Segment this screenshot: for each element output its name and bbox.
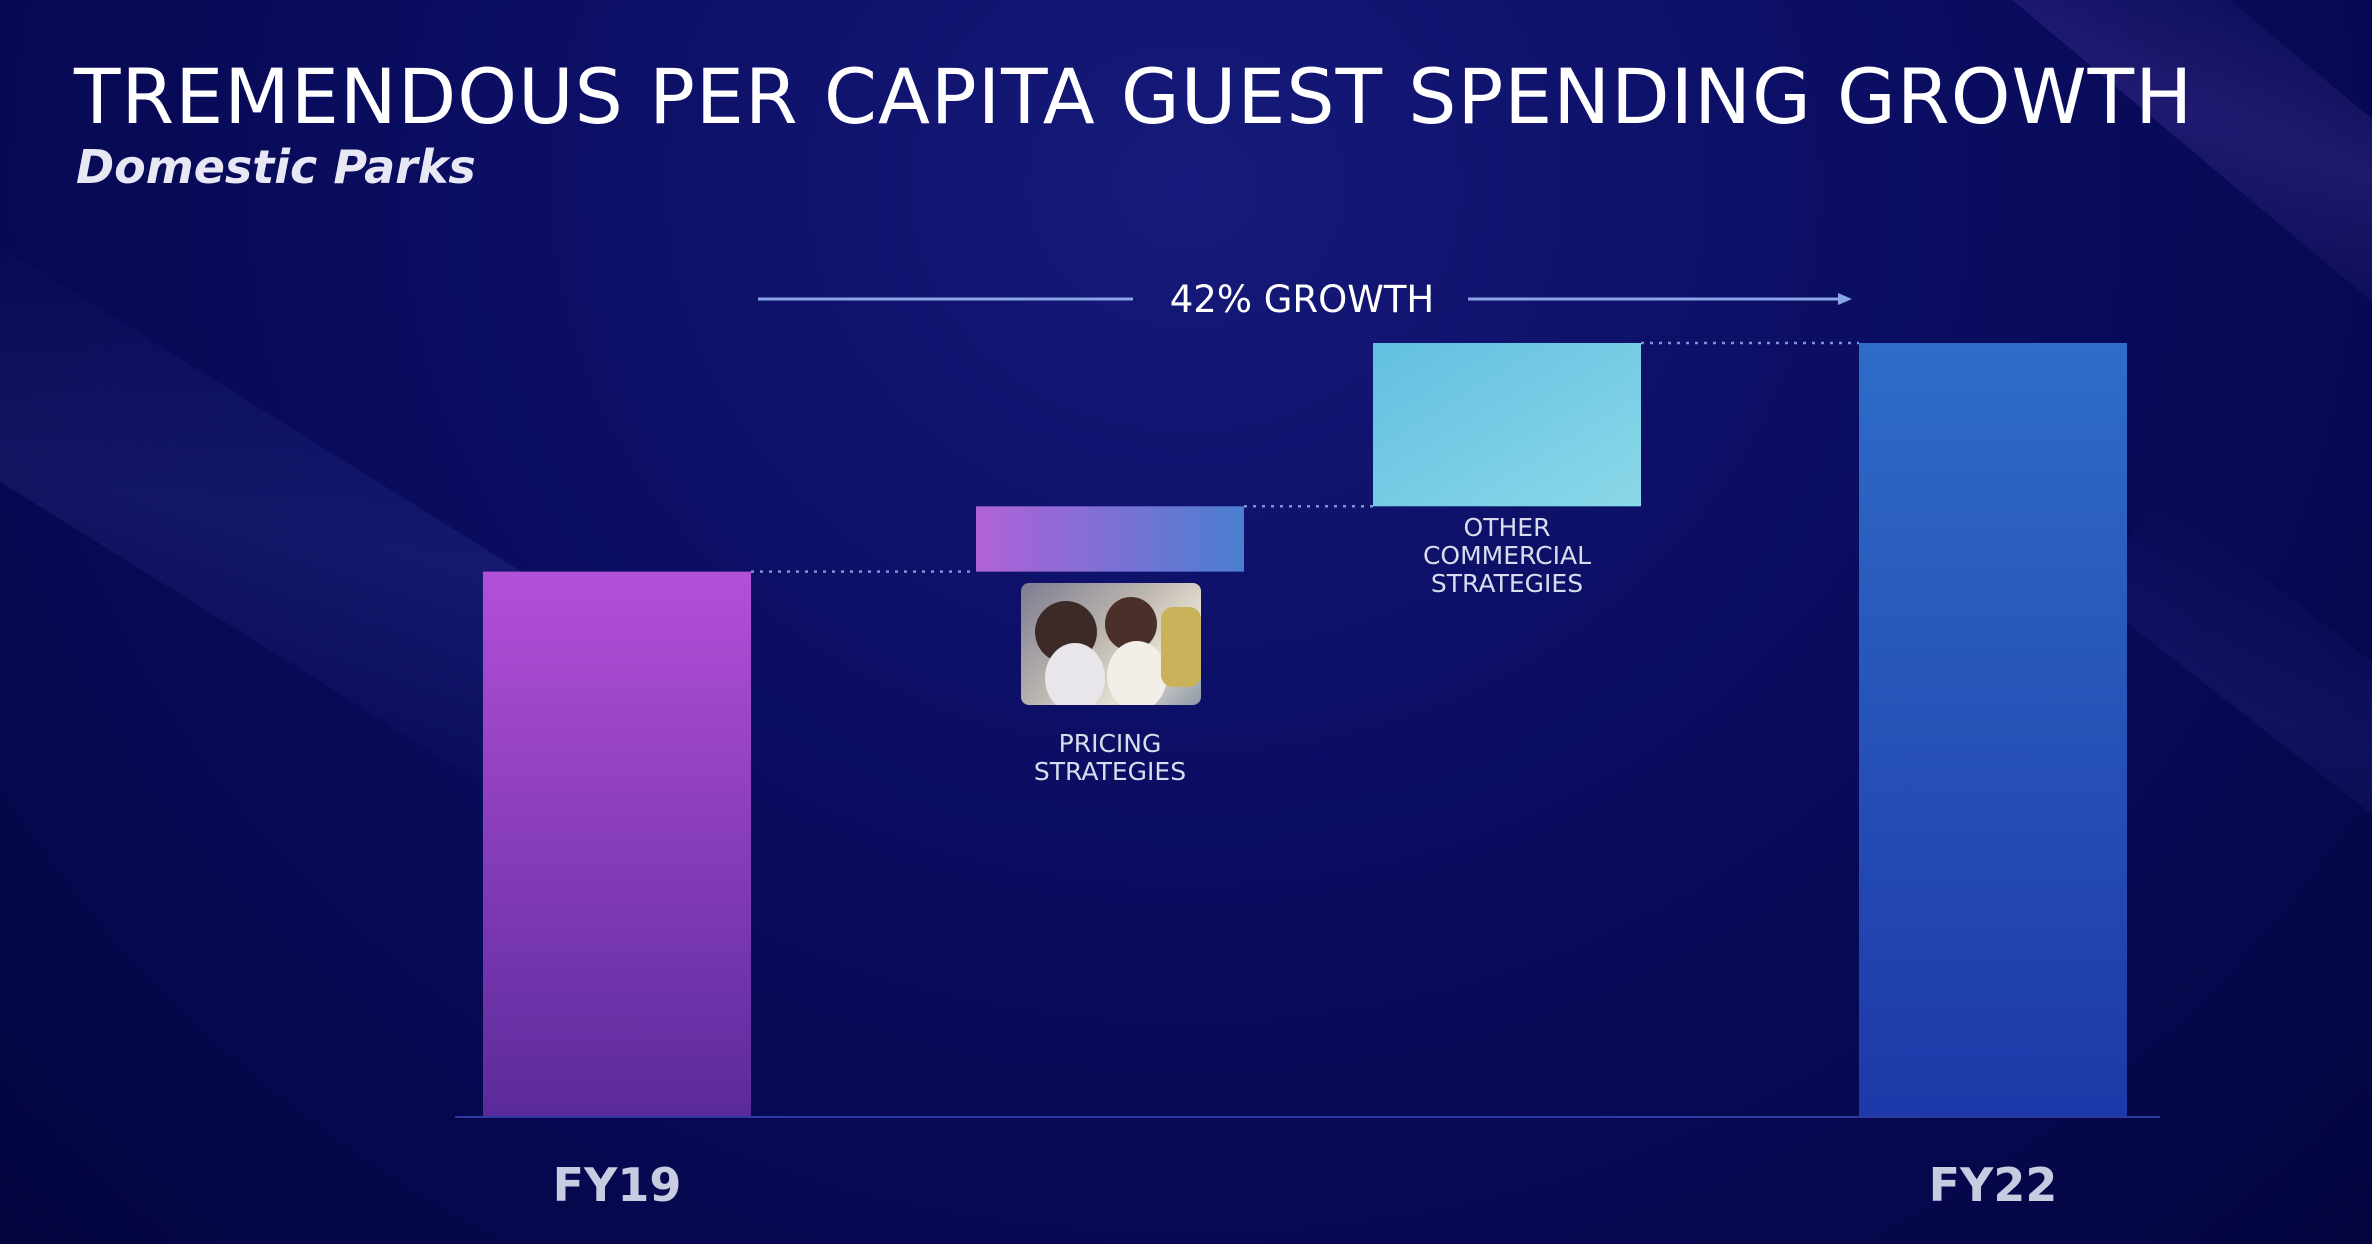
person-figure bbox=[1161, 607, 1201, 687]
category-label-fy19: FY19 bbox=[553, 1158, 682, 1212]
bar-fy22 bbox=[1859, 343, 2127, 1116]
label-other-commercial-strategies: OTHER COMMERCIAL STRATEGIES bbox=[1423, 513, 1591, 598]
bar-pricing-strategies bbox=[976, 506, 1244, 572]
segment-labels: PRICING STRATEGIES OTHER COMMERCIAL STRATEGI… bbox=[1034, 513, 1591, 786]
arrow-head-icon bbox=[1838, 293, 1852, 305]
category-label-fy22: FY22 bbox=[1929, 1158, 2058, 1212]
bars bbox=[483, 343, 2127, 1116]
category-labels: FY19 FY22 bbox=[553, 1158, 2058, 1212]
connector-lines bbox=[751, 341, 1859, 573]
slide-subtitle: Domestic Parks bbox=[76, 140, 476, 194]
pricing-strategies-photo bbox=[1021, 583, 1201, 705]
slide-title: TREMENDOUS PER CAPITA GUEST SPENDING GRO… bbox=[74, 52, 2194, 141]
bar-other-commercial-strategies bbox=[1373, 343, 1641, 507]
growth-label: 42% GROWTH bbox=[1170, 278, 1435, 321]
person-figure bbox=[1107, 641, 1167, 705]
label-pricing-strategies: PRICING STRATEGIES bbox=[1034, 729, 1186, 786]
person-figure bbox=[1045, 643, 1105, 705]
growth-arrow: 42% GROWTH bbox=[758, 278, 1852, 321]
bar-fy19 bbox=[483, 571, 751, 1116]
